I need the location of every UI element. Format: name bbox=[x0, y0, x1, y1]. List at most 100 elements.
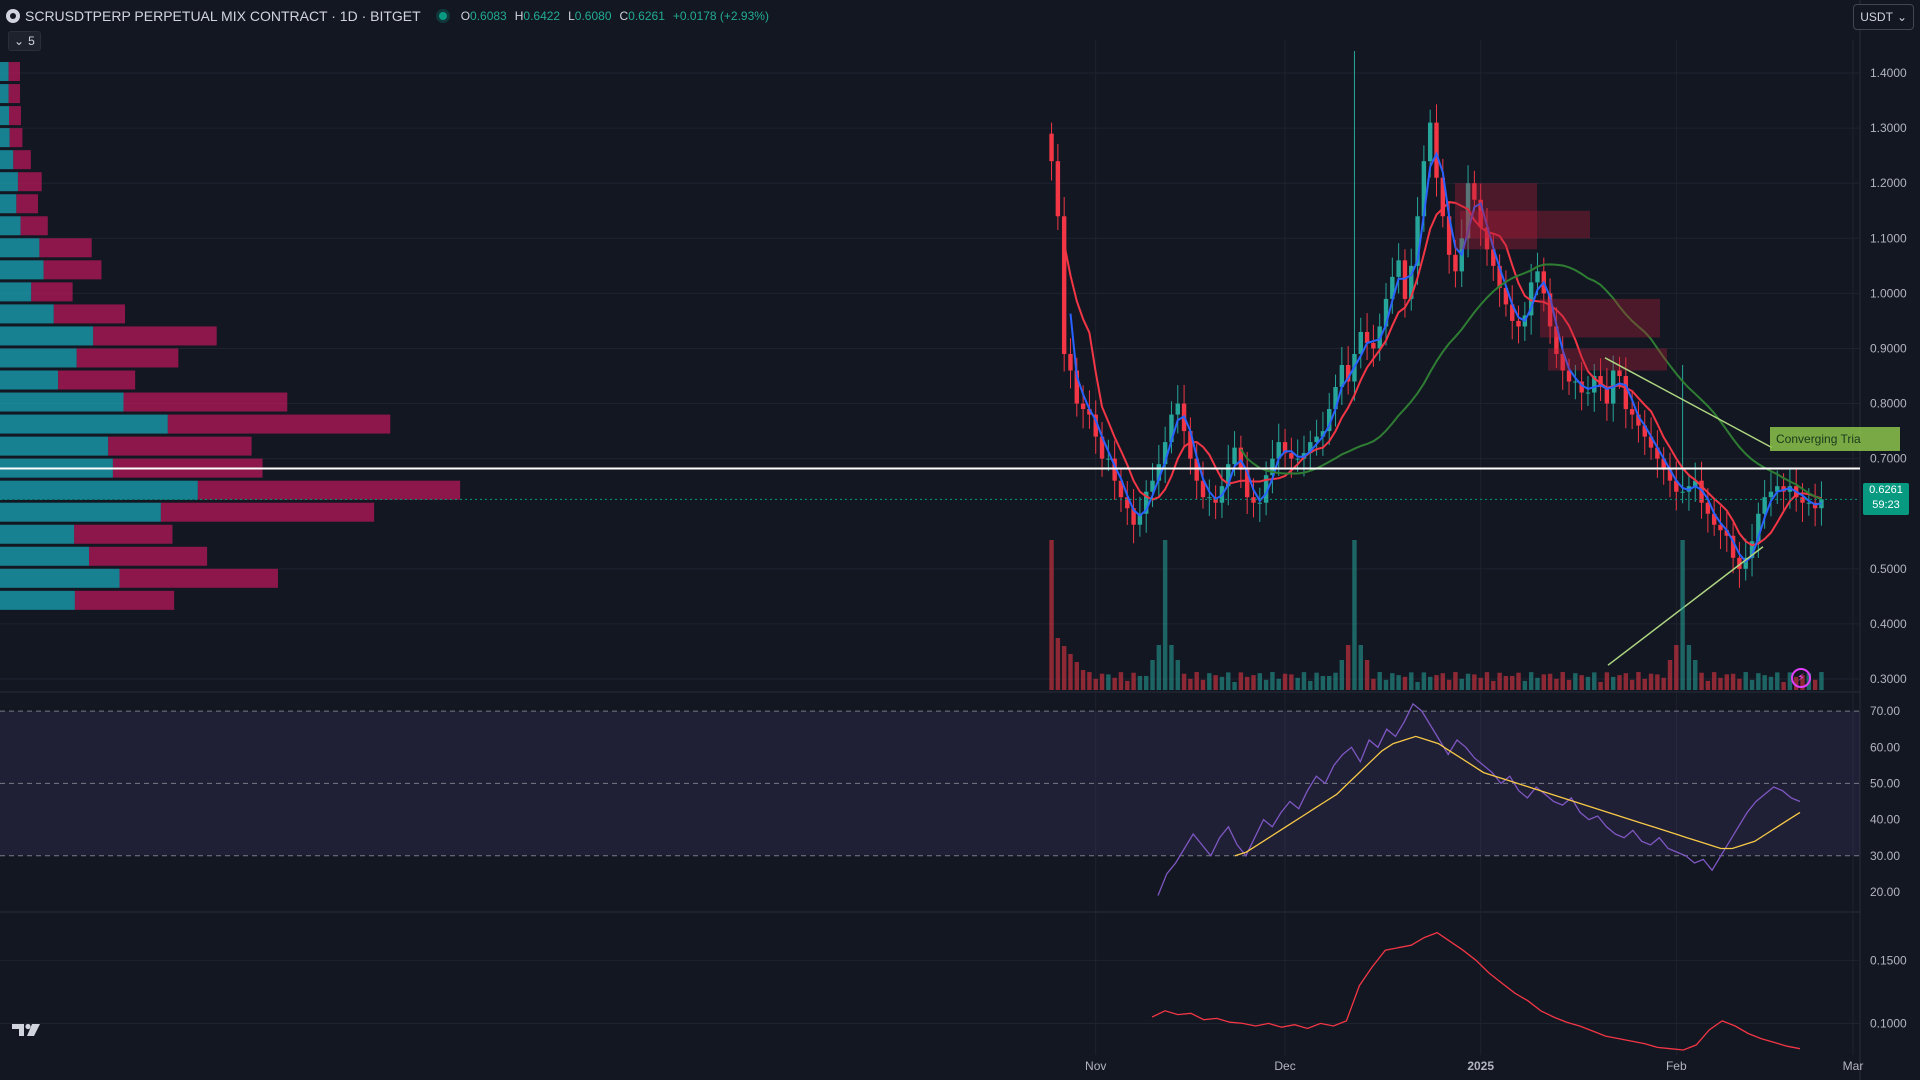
candle-body bbox=[1112, 458, 1117, 481]
candle-body bbox=[1434, 122, 1439, 178]
candle-body bbox=[1308, 442, 1313, 454]
volume-bar bbox=[1756, 673, 1761, 690]
pattern-label[interactable]: Converging Tria bbox=[1770, 427, 1900, 451]
supply-zone-box bbox=[1460, 210, 1590, 239]
indicator-collapse-button[interactable]: ⌄ 5 bbox=[8, 31, 41, 51]
volume-bar bbox=[1617, 675, 1622, 690]
triangle-upper-line bbox=[1604, 357, 1773, 449]
y-tick-label: 0.3000 bbox=[1870, 672, 1907, 686]
candle-body bbox=[1636, 414, 1641, 426]
volume-bar bbox=[1358, 645, 1363, 690]
candle-body bbox=[1295, 458, 1300, 460]
volume-bar bbox=[1364, 660, 1370, 690]
volume-profile-bar-up bbox=[0, 128, 10, 148]
lightning-icon[interactable]: ⚡ bbox=[1791, 668, 1811, 688]
volume-bar bbox=[1087, 672, 1092, 690]
indicator-count: 5 bbox=[28, 34, 35, 48]
candle-body bbox=[1510, 304, 1515, 321]
candle-body bbox=[1099, 436, 1105, 459]
volume-profile-bar-down bbox=[108, 436, 252, 456]
ohlc-high: H0.6422 bbox=[514, 9, 561, 23]
volume-bar bbox=[1055, 638, 1061, 690]
candle-body bbox=[1194, 458, 1199, 481]
candle-body bbox=[1200, 480, 1206, 498]
candle-body bbox=[1705, 502, 1711, 514]
volume-profile-bar-down bbox=[16, 194, 39, 214]
volume-profile-bar-down bbox=[9, 128, 23, 148]
y-tick-label: 1.2000 bbox=[1870, 176, 1907, 190]
volume-profile-bar-up bbox=[0, 348, 77, 368]
volume-bar bbox=[1257, 673, 1263, 690]
volume-profile-bar-up bbox=[0, 436, 109, 456]
candle-body bbox=[1339, 365, 1345, 388]
volume-profile-bar-down bbox=[58, 370, 136, 390]
y-tick-label: 0.4000 bbox=[1870, 617, 1907, 631]
volume-profile-bar-up bbox=[0, 326, 94, 346]
ohlc-low: L0.6080 bbox=[568, 9, 612, 23]
volume-bar bbox=[1390, 673, 1395, 690]
ohlc-change: +0.0178 (+2.93%) bbox=[672, 9, 769, 23]
volume-bar bbox=[1642, 678, 1647, 690]
volume-bar bbox=[1396, 675, 1401, 690]
y-tick-label: 0.9000 bbox=[1870, 341, 1907, 355]
volume-bar bbox=[1421, 672, 1427, 690]
volume-bar bbox=[1061, 646, 1067, 690]
volume-profile-bar-up bbox=[0, 84, 9, 104]
volume-bar bbox=[1415, 681, 1420, 690]
volume-profile-bar-up bbox=[0, 238, 40, 258]
volume-bar bbox=[1427, 676, 1433, 690]
volume-bar bbox=[1579, 675, 1584, 690]
last-price-value: 0.6261 bbox=[1869, 484, 1903, 496]
volume-bar bbox=[1737, 678, 1742, 690]
volume-bar bbox=[1718, 677, 1723, 690]
candle-body bbox=[1314, 436, 1319, 443]
volume-bar bbox=[1169, 645, 1174, 690]
volume-bar bbox=[1629, 679, 1635, 690]
candle-body bbox=[1661, 458, 1666, 470]
volume-bar bbox=[1465, 673, 1471, 690]
candle-body bbox=[1320, 431, 1326, 437]
volume-bar bbox=[1623, 673, 1629, 690]
volume-profile-bar-down bbox=[119, 568, 278, 588]
volume-bar bbox=[1566, 679, 1572, 690]
volume-bar bbox=[1200, 679, 1206, 690]
volume-bar bbox=[1352, 540, 1357, 690]
indicator-line bbox=[1151, 931, 1801, 1051]
candle-body bbox=[1491, 249, 1496, 266]
candle-body bbox=[1642, 425, 1647, 437]
volume-bar bbox=[1528, 672, 1534, 690]
x-tick-label: Nov bbox=[1085, 1059, 1106, 1073]
candle-body bbox=[1743, 557, 1748, 569]
volume-profile-bar-up bbox=[0, 392, 124, 412]
volume-bar bbox=[1333, 672, 1338, 690]
candle-body bbox=[1497, 265, 1502, 288]
volume-bar bbox=[1554, 678, 1559, 690]
supply-zone-box bbox=[1540, 298, 1660, 338]
rsi-line bbox=[1157, 702, 1801, 896]
volume-bar bbox=[1049, 540, 1054, 690]
candle-body bbox=[1188, 431, 1193, 459]
candle-body bbox=[1383, 298, 1389, 327]
volume-bar bbox=[1724, 674, 1729, 690]
volume-bar bbox=[1175, 660, 1180, 690]
moving-average-line bbox=[1240, 263, 1822, 501]
candle-body bbox=[1409, 265, 1414, 299]
volume-bar bbox=[1068, 654, 1073, 690]
volume-bar bbox=[1327, 675, 1332, 690]
volume-profile-bar-up bbox=[0, 216, 21, 236]
symbol-title[interactable]: SCRUSDTPERP PERPETUAL MIX CONTRACT · 1D … bbox=[25, 8, 421, 24]
volume-bar bbox=[1547, 673, 1553, 690]
volume-profile-bar-down bbox=[17, 172, 42, 192]
tradingview-logo-icon bbox=[12, 1023, 40, 1036]
volume-bar bbox=[1295, 677, 1300, 690]
volume-bar bbox=[1440, 673, 1446, 690]
volume-profile-bar-up bbox=[0, 150, 14, 170]
y-tick-label: 1.3000 bbox=[1870, 121, 1907, 135]
candle-body bbox=[1547, 293, 1553, 327]
candle-body bbox=[1068, 353, 1073, 371]
last-price-tag: 0.6261 59:23 bbox=[1863, 483, 1909, 515]
volume-bar bbox=[1188, 678, 1193, 690]
volume-profile-bar-down bbox=[93, 326, 217, 346]
currency-selector[interactable]: USDT ⌄ bbox=[1853, 4, 1914, 30]
